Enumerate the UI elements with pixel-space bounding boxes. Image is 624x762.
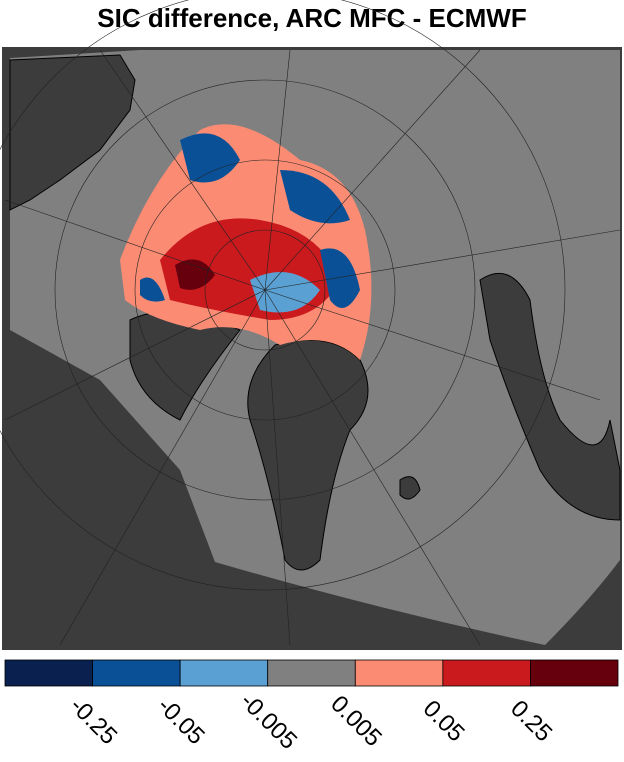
colorbar-segment bbox=[354, 659, 444, 687]
colorbar-label: -0.25 bbox=[65, 692, 123, 750]
colorbar-label: 0.05 bbox=[418, 695, 470, 747]
land bbox=[9, 54, 136, 211]
colorbar-label: -0.005 bbox=[235, 688, 302, 755]
ice-patch bbox=[320, 248, 360, 308]
colorbar-segment bbox=[92, 659, 181, 687]
colorbar-segment bbox=[530, 659, 619, 687]
ice-patch bbox=[180, 133, 240, 183]
ice-patch bbox=[175, 259, 215, 290]
colorbar-label: 0.005 bbox=[325, 690, 387, 752]
map-title: SIC difference, ARC MFC - ECMWF bbox=[97, 3, 526, 33]
colorbar-segment bbox=[179, 659, 269, 687]
colorbar-segment bbox=[442, 659, 531, 687]
colorbar: -0.25 -0.05 -0.005 0.005 0.05 0.25 bbox=[4, 659, 619, 755]
graticule bbox=[0, 0, 621, 646]
colorbar-label: -0.05 bbox=[152, 692, 210, 750]
iceland bbox=[399, 476, 421, 500]
colorbar-segment bbox=[267, 659, 356, 687]
map bbox=[0, 0, 622, 650]
ice-patch bbox=[140, 277, 165, 302]
colorbar-label: 0.25 bbox=[505, 695, 557, 747]
ice-patch bbox=[280, 170, 350, 224]
colorbar-segment bbox=[4, 659, 93, 687]
